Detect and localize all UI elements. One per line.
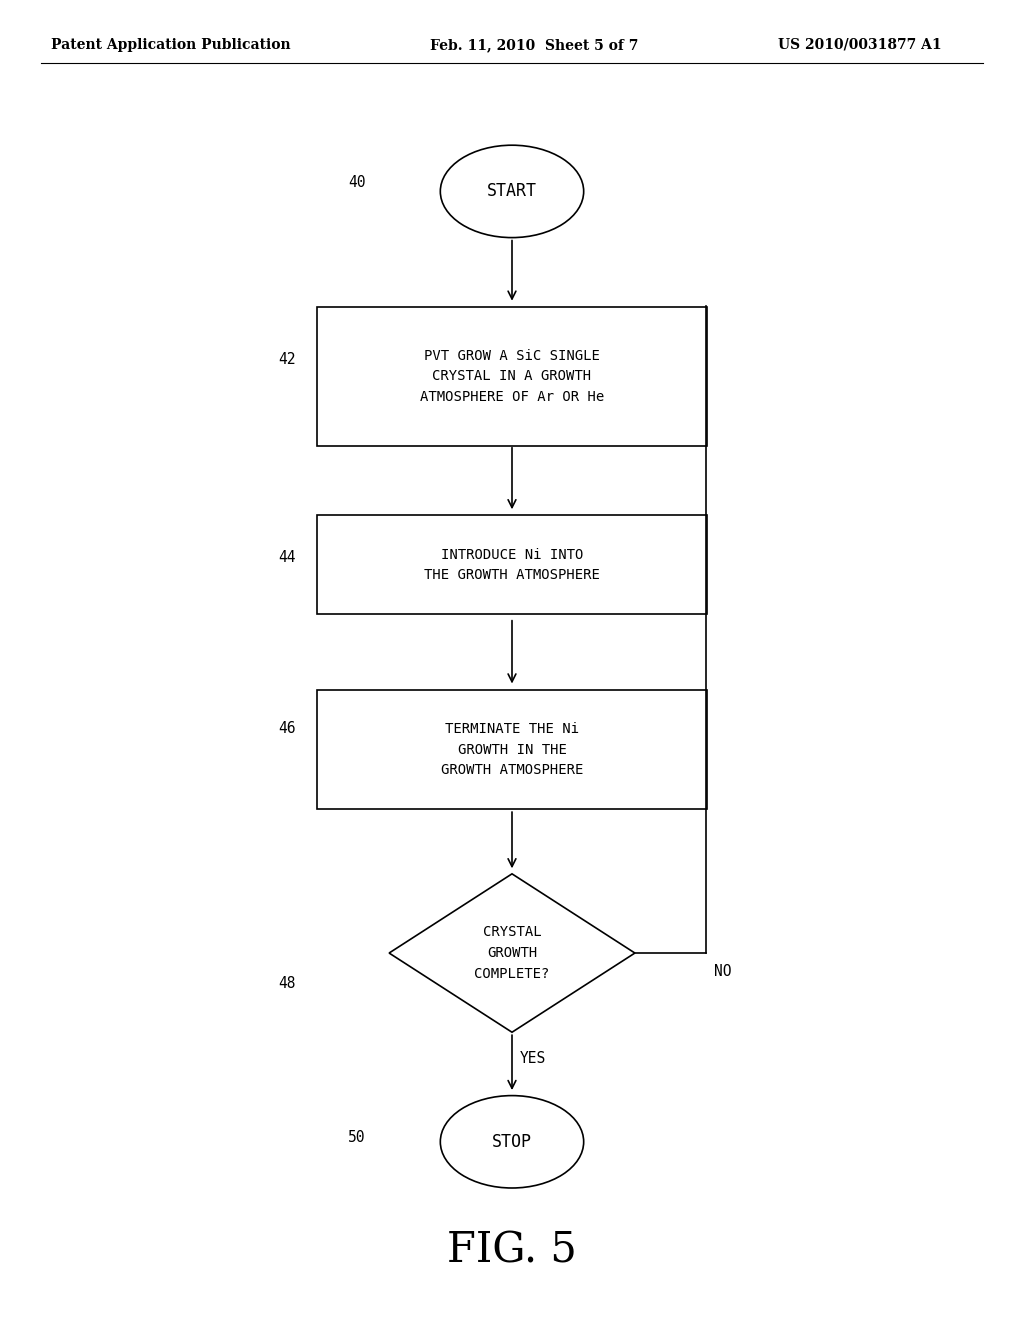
- Text: PVT GROW A SiC SINGLE
CRYSTAL IN A GROWTH
ATMOSPHERE OF Ar OR He: PVT GROW A SiC SINGLE CRYSTAL IN A GROWT…: [420, 348, 604, 404]
- Bar: [317, 516, 707, 615]
- Text: 44: 44: [279, 549, 296, 565]
- Text: US 2010/0031877 A1: US 2010/0031877 A1: [778, 38, 942, 51]
- Text: INTRODUCE Ni INTO
THE GROWTH ATMOSPHERE: INTRODUCE Ni INTO THE GROWTH ATMOSPHERE: [424, 548, 600, 582]
- Text: START: START: [487, 182, 537, 201]
- Text: Feb. 11, 2010  Sheet 5 of 7: Feb. 11, 2010 Sheet 5 of 7: [430, 38, 638, 51]
- Text: NO: NO: [714, 964, 731, 979]
- Ellipse shape: [440, 1096, 584, 1188]
- Text: CRYSTAL
GROWTH
COMPLETE?: CRYSTAL GROWTH COMPLETE?: [474, 925, 550, 981]
- Bar: [317, 308, 707, 446]
- Text: 42: 42: [279, 351, 296, 367]
- Text: 48: 48: [279, 975, 296, 991]
- Polygon shape: [389, 874, 635, 1032]
- Text: YES: YES: [520, 1051, 547, 1067]
- Text: TERMINATE THE Ni
GROWTH IN THE
GROWTH ATMOSPHERE: TERMINATE THE Ni GROWTH IN THE GROWTH AT…: [440, 722, 584, 777]
- Ellipse shape: [440, 145, 584, 238]
- Text: FIG. 5: FIG. 5: [447, 1229, 577, 1271]
- Bar: [317, 690, 707, 809]
- Text: 46: 46: [279, 721, 296, 737]
- Text: 50: 50: [348, 1130, 366, 1146]
- Text: 40: 40: [348, 174, 366, 190]
- Text: STOP: STOP: [492, 1133, 532, 1151]
- Text: Patent Application Publication: Patent Application Publication: [51, 38, 291, 51]
